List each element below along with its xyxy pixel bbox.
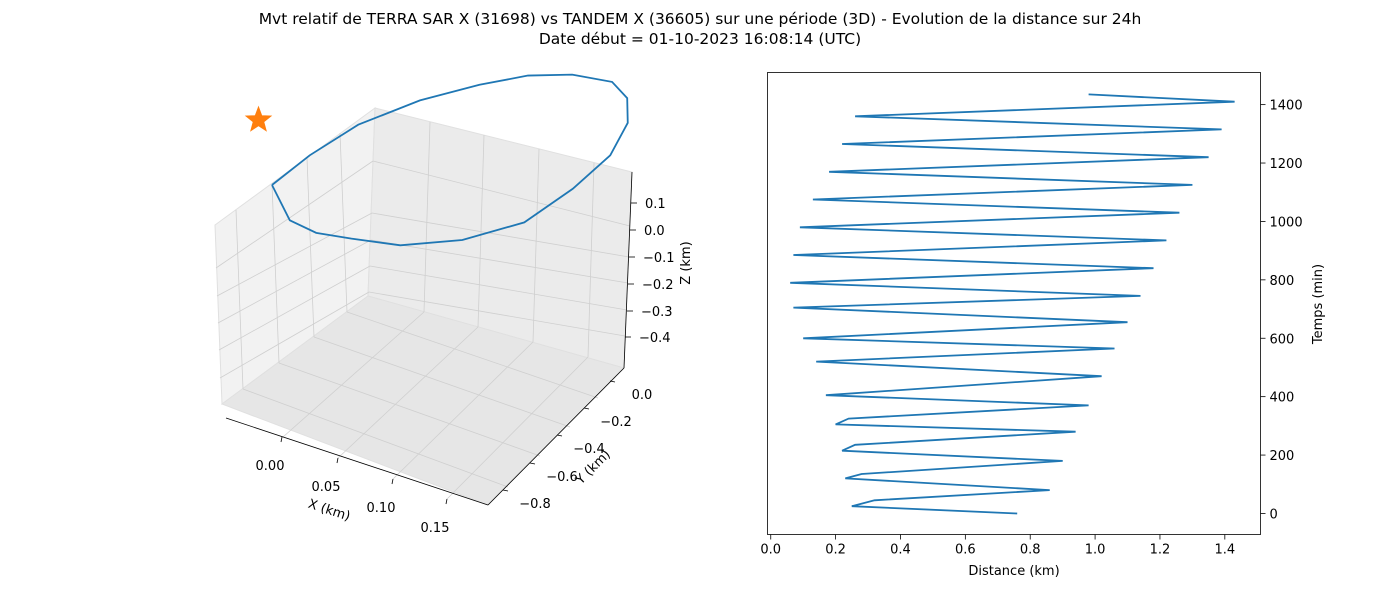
x-tick-label: 0.0 [760, 543, 781, 558]
y-tick-label: 0 [1270, 507, 1278, 522]
x-tick-label: 0.6 [955, 543, 976, 558]
z-tick-label: 0.0 [644, 224, 665, 239]
x-tick-label: 0.00 [256, 459, 285, 474]
ticks-3d: 0.000.050.100.150.0−0.2−0.4−0.6−0.80.10.… [256, 197, 675, 536]
y-tick-label: 1000 [1270, 215, 1303, 230]
x-tick-label: 0.2 [825, 543, 846, 558]
x-tick-label: 1.2 [1150, 543, 1171, 558]
x-tick-label: 0.4 [890, 543, 911, 558]
plot-frame-2d [767, 72, 1261, 535]
y-tick-label: 600 [1270, 332, 1295, 347]
x-tick-label: 0.05 [312, 480, 341, 495]
y-tick-label: −0.2 [600, 415, 632, 430]
y-tick-label: 1200 [1270, 157, 1303, 172]
distance-line [790, 93, 1235, 515]
x-axis-line [225, 417, 489, 506]
z-tick-label: −0.3 [641, 305, 673, 320]
y-tick-label: 400 [1270, 391, 1295, 406]
x-tick-label: 1.0 [1085, 543, 1106, 558]
panel-3d: 0.000.050.100.150.0−0.2−0.4−0.6−0.80.10.… [214, 73, 694, 536]
x-tick-label: 0.8 [1020, 543, 1041, 558]
z-tick-label: −0.2 [642, 278, 674, 293]
z-tick-label: 0.1 [645, 197, 666, 212]
y-tick [529, 462, 536, 465]
grid-3d [215, 121, 631, 500]
z-axis-label: Z (km) [679, 241, 694, 284]
x-tick-label: 0.15 [421, 521, 450, 536]
figure-subtitle: Date début = 01-10-2023 16:08:14 (UTC) [539, 30, 861, 48]
x-tick-label: 0.10 [367, 501, 396, 516]
y-tick-label: 0.0 [632, 388, 653, 403]
start-star-marker [244, 105, 273, 132]
y-tick [556, 434, 563, 437]
x-tick [391, 478, 394, 485]
x-tick [445, 498, 448, 505]
y-axis-line [487, 367, 625, 506]
y-axis-label-2d: Temps (min) [1311, 264, 1326, 345]
y-tick-label: 1400 [1270, 99, 1303, 114]
y-tick-label: −0.4 [573, 442, 605, 457]
y-tick-label: −0.8 [519, 497, 551, 512]
trajectory-line-3d [271, 73, 629, 247]
y-tick-label: 800 [1270, 274, 1295, 289]
y-tick [502, 489, 509, 492]
y-tick [583, 407, 590, 410]
z-tick-label: −0.1 [643, 251, 675, 266]
x-axis-label: X (km) [306, 497, 352, 525]
y-tick [609, 380, 616, 383]
y-tick-label: −0.6 [546, 470, 578, 485]
x-tick [280, 436, 283, 443]
ticks-2d: 0.0 0.2 0.4 0.6 0.8 1.0 1.2 1.4 0 200 400 600 800 100… [760, 99, 1302, 558]
figure-title: Mvt relatif de TERRA SAR X (31698) vs TA… [259, 10, 1142, 28]
panel-2d: 0.0 0.2 0.4 0.6 0.8 1.0 1.2 1.4 0 200 400 600 800 100… [760, 72, 1326, 579]
y-tick-label: 200 [1270, 449, 1295, 464]
z-tick-label: −0.4 [639, 331, 671, 346]
z-axis-line [623, 171, 633, 369]
x-tick [336, 457, 339, 464]
x-tick-label: 1.4 [1214, 543, 1235, 558]
x-axis-label-2d: Distance (km) [968, 564, 1059, 579]
